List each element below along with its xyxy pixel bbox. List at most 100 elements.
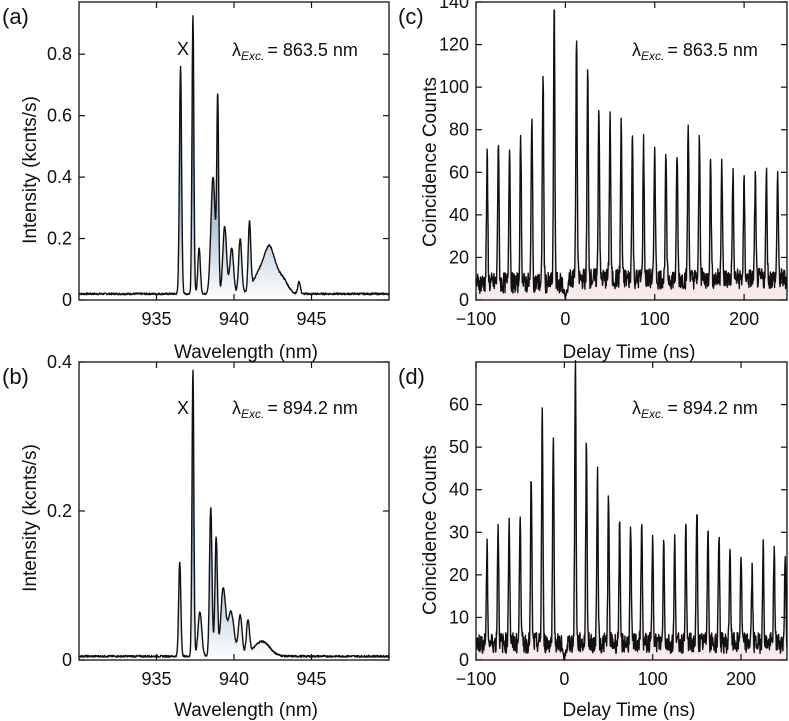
panel-c-ytick-label-0: 0 bbox=[459, 290, 469, 310]
panel-b-ytick-label-0: 0 bbox=[62, 650, 72, 670]
panel-c-ytick-label-6: 120 bbox=[439, 35, 469, 55]
panel-c-xtick-label-0: −100 bbox=[456, 309, 497, 329]
panel-d-ytick-label-4: 40 bbox=[449, 480, 469, 500]
panel-c-frame bbox=[475, 1, 788, 301]
panel-label-b: (b) bbox=[2, 364, 29, 389]
panel-d-xtick-label-3: 200 bbox=[726, 669, 756, 689]
panel-a-excitation: λExc. = 863.5 nm bbox=[232, 40, 358, 63]
panel-a-ticks: 935 940 945 0 0.2 0.4 0.6 0.8 bbox=[47, 1, 390, 329]
panel-a-series-line bbox=[78, 15, 390, 296]
panel-d-peak-23 bbox=[740, 553, 742, 555]
panel-a-xtick-label-2: 945 bbox=[296, 309, 326, 329]
panel-a-excitation-symbol: λ bbox=[232, 40, 241, 60]
panel-a-xtick-label-1: 940 bbox=[219, 309, 249, 329]
panel-b-xtick-label-0: 935 bbox=[141, 669, 171, 689]
panel-c-peak-5 bbox=[542, 69, 544, 71]
panel-d-peak-3 bbox=[519, 506, 521, 508]
panel-a-ytick-label-4: 0.8 bbox=[47, 44, 72, 64]
panel-d-excitation-symbol: λ bbox=[632, 398, 641, 418]
panel-d-peak-9 bbox=[585, 438, 587, 440]
panel-b-xlabel: Wavelength (nm) bbox=[174, 700, 318, 721]
panel-c-peak-1 bbox=[497, 139, 499, 141]
panel-b-xtick-label-2: 945 bbox=[296, 669, 326, 689]
panel-d-excitation-value: = 894.2 nm bbox=[667, 398, 758, 418]
panel-b-excitation-sub: Exc. bbox=[241, 407, 264, 421]
panel-a-ytick-label-0: 0 bbox=[62, 290, 72, 310]
panel-d-ylabel: Coincidence Counts bbox=[420, 445, 441, 615]
panel-c-peak-15 bbox=[654, 144, 656, 146]
panel-d-xlabel: Delay Time (ns) bbox=[562, 700, 695, 721]
panel-d-peak-21 bbox=[718, 531, 720, 533]
panel-a-peak-annotation: X bbox=[177, 39, 189, 59]
panel-c-xtick-label-2: 100 bbox=[640, 309, 670, 329]
panel-b: 935 940 945 0 0.2 0.4 Wavelength (nm) Intensi… bbox=[20, 352, 390, 721]
panel-b-ytick-label-2: 0.4 bbox=[47, 352, 72, 372]
panel-c-excitation: λExc. = 863.5 nm bbox=[632, 40, 758, 63]
panel-c-plot bbox=[475, 9, 788, 301]
panel-b-plot bbox=[78, 369, 390, 660]
panel-a-xtick-label-0: 935 bbox=[141, 309, 171, 329]
panel-d-xtick-label-1: 0 bbox=[559, 669, 569, 689]
panel-d-xtick-label-0: −100 bbox=[456, 669, 497, 689]
panel-d-peak-6 bbox=[552, 425, 554, 427]
panel-c-ylabel: Coincidence Counts bbox=[420, 77, 441, 247]
panel-b-xtick-label-1: 940 bbox=[219, 669, 249, 689]
panel-c-peak-7 bbox=[564, 286, 566, 288]
panel-d-peak-27 bbox=[784, 553, 786, 555]
panel-d-plot bbox=[475, 360, 788, 661]
panel-c-ytick-label-2: 40 bbox=[449, 205, 469, 225]
panel-d-peak-19 bbox=[696, 510, 698, 512]
panel-d-ytick-label-2: 20 bbox=[449, 565, 469, 585]
panel-c-excitation-value: = 863.5 nm bbox=[667, 40, 758, 60]
panel-a-ytick-label-2: 0.4 bbox=[47, 167, 72, 187]
panel-d-excitation-sub: Exc. bbox=[641, 407, 664, 421]
panel-d-ytick-label-0: 0 bbox=[459, 650, 469, 670]
panel-c-ytick-label-5: 100 bbox=[439, 77, 469, 97]
panel-d-ytick-label-5: 50 bbox=[449, 437, 469, 457]
panel-label-d: (d) bbox=[398, 364, 425, 389]
panel-d-peak-15 bbox=[652, 531, 654, 533]
panel-c-xtick-label-3: 200 bbox=[729, 309, 759, 329]
panel-a-excitation-sub: Exc. bbox=[241, 49, 264, 63]
panel-d-peak-14 bbox=[641, 519, 643, 521]
panel-b-ylabel: Intensity (kcnts/s) bbox=[20, 444, 41, 592]
panel-c-xlabel: Delay Time (ns) bbox=[562, 342, 695, 363]
panel-c-peak-8 bbox=[576, 31, 578, 33]
panel-d-xtick-label-2: 100 bbox=[638, 669, 668, 689]
panel-c-ytick-label-1: 20 bbox=[449, 247, 469, 267]
panel-c-ytick-label-4: 80 bbox=[449, 120, 469, 140]
panel-d-ytick-label-1: 10 bbox=[449, 607, 469, 627]
panel-d-excitation: λExc. = 894.2 nm bbox=[632, 398, 758, 421]
panel-c-peak-4 bbox=[531, 110, 533, 112]
panel-b-excitation: λExc. = 894.2 nm bbox=[232, 398, 358, 421]
panel-d-ytick-label-6: 60 bbox=[449, 395, 469, 415]
panel-a-ylabel: Intensity (kcnts/s) bbox=[20, 96, 41, 244]
panel-label-a: (a) bbox=[2, 4, 29, 29]
panel-a-xlabel: Wavelength (nm) bbox=[174, 342, 318, 363]
panel-c-excitation-symbol: λ bbox=[632, 40, 641, 60]
panel-d-frame bbox=[475, 361, 788, 661]
panel-a-ytick-label-3: 0.6 bbox=[47, 106, 72, 126]
panel-c-excitation-sub: Exc. bbox=[641, 49, 664, 63]
panel-c-peak-17 bbox=[676, 150, 678, 152]
panel-b-excitation-symbol: λ bbox=[232, 398, 241, 418]
panel-d-series-line bbox=[475, 360, 788, 661]
panel-d-peak-4 bbox=[530, 476, 532, 478]
panel-d-ytick-label-3: 30 bbox=[449, 522, 469, 542]
panel-c-peak-3 bbox=[520, 133, 522, 135]
panel-a: 935 940 945 0 0.2 0.4 0.6 0.8 Wavelength (nm) I… bbox=[20, 1, 390, 363]
panel-c-ytick-label-7: 140 bbox=[439, 0, 469, 12]
panel-b-ticks: 935 940 945 0 0.2 0.4 bbox=[47, 352, 390, 689]
panel-c-ytick-label-3: 60 bbox=[449, 162, 469, 182]
panel-label-c: (c) bbox=[398, 4, 424, 29]
panel-d-peak-20 bbox=[707, 523, 709, 525]
panel-c-peak-2 bbox=[509, 142, 511, 144]
panel-a-ytick-label-1: 0.2 bbox=[47, 229, 72, 249]
panel-b-peak-annotation: X bbox=[177, 398, 189, 418]
panel-d-peak-22 bbox=[729, 544, 731, 546]
panel-c-peak-13 bbox=[631, 133, 633, 135]
